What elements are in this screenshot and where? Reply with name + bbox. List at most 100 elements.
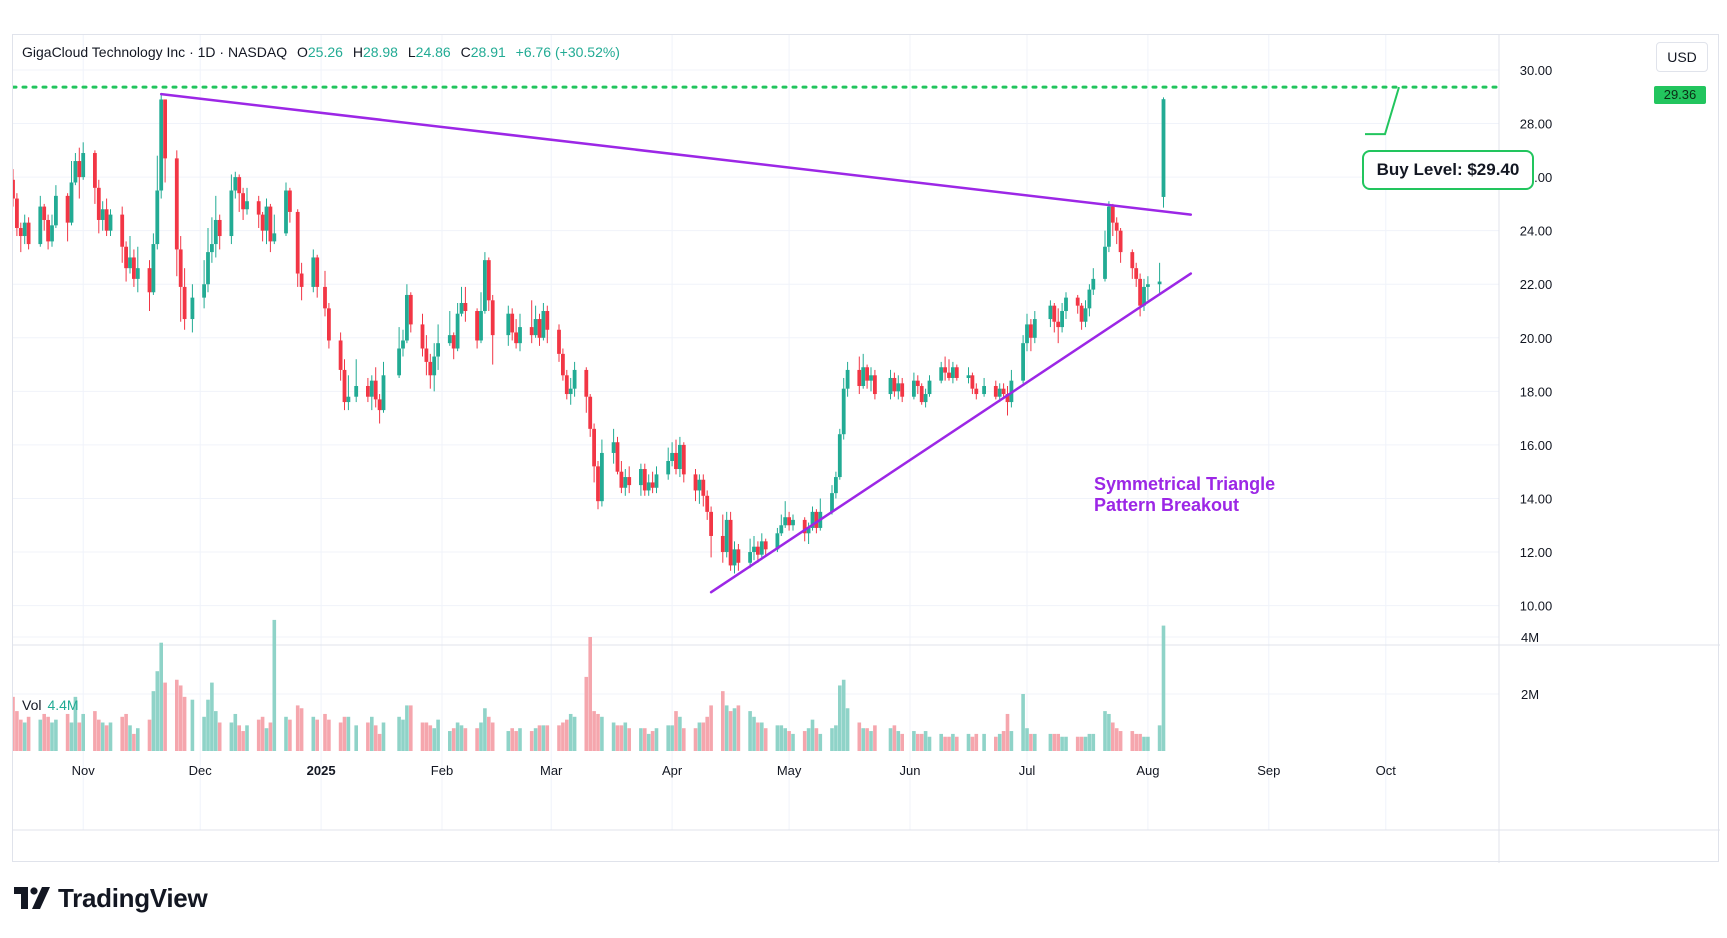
- candle-body[interactable]: [483, 260, 487, 312]
- candle-body[interactable]: [42, 206, 47, 220]
- candle-body[interactable]: [654, 474, 659, 488]
- candle-body[interactable]: [233, 177, 238, 191]
- candle-body[interactable]: [787, 517, 791, 526]
- candle-body[interactable]: [732, 549, 737, 566]
- candle-body[interactable]: [993, 386, 998, 397]
- candle-body[interactable]: [241, 193, 245, 210]
- candle-body[interactable]: [896, 383, 901, 392]
- candle-body[interactable]: [572, 369, 577, 389]
- candle-body[interactable]: [943, 367, 947, 373]
- candle-body[interactable]: [264, 206, 269, 231]
- candle-body[interactable]: [1134, 268, 1139, 279]
- resistance-trendline[interactable]: [159, 92, 1193, 216]
- candle-body[interactable]: [447, 335, 452, 344]
- candle-body[interactable]: [1110, 206, 1115, 223]
- candle-body[interactable]: [151, 244, 156, 293]
- candle-body[interactable]: [475, 311, 479, 341]
- candle-body[interactable]: [1142, 286, 1146, 306]
- candle-body[interactable]: [284, 190, 288, 234]
- candle-body[interactable]: [174, 158, 179, 250]
- candle-body[interactable]: [1138, 278, 1142, 306]
- candle-body[interactable]: [748, 552, 752, 563]
- candle-body[interactable]: [557, 329, 561, 354]
- candle-body[interactable]: [295, 211, 300, 274]
- candle-body[interactable]: [600, 452, 604, 502]
- candle-body[interactable]: [124, 246, 128, 269]
- candle-body[interactable]: [873, 375, 877, 395]
- candle-body[interactable]: [529, 327, 534, 336]
- candle-body[interactable]: [206, 252, 210, 285]
- candle-body[interactable]: [315, 257, 320, 287]
- candle-body[interactable]: [366, 386, 370, 397]
- candle-body[interactable]: [642, 469, 647, 491]
- candle-body[interactable]: [147, 268, 152, 293]
- candle-body[interactable]: [65, 195, 70, 223]
- candle-body[interactable]: [666, 460, 671, 475]
- candle-body[interactable]: [752, 546, 756, 553]
- candle-body[interactable]: [834, 477, 838, 494]
- candle-body[interactable]: [1087, 289, 1092, 309]
- candle-body[interactable]: [479, 311, 483, 341]
- candle-body[interactable]: [1064, 297, 1068, 312]
- candle-body[interactable]: [514, 332, 518, 344]
- candle-body[interactable]: [506, 313, 511, 336]
- candle-body[interactable]: [588, 396, 593, 429]
- candle-body[interactable]: [1079, 305, 1084, 322]
- candle-body[interactable]: [405, 294, 409, 341]
- candle-body[interactable]: [939, 367, 944, 381]
- buy-level-callout[interactable]: Buy Level: $29.40: [1362, 150, 1534, 190]
- candle-body[interactable]: [869, 375, 873, 381]
- candle-body[interactable]: [163, 99, 167, 159]
- symbol-title[interactable]: GigaCloud Technology Inc · 1D · NASDAQ: [22, 44, 288, 60]
- candle-body[interactable]: [627, 477, 632, 486]
- candle-body[interactable]: [22, 222, 27, 237]
- candle-body[interactable]: [1032, 319, 1037, 338]
- candle-body[interactable]: [104, 209, 109, 231]
- candle-body[interactable]: [982, 386, 986, 395]
- candle-body[interactable]: [1075, 297, 1080, 306]
- candle-body[interactable]: [100, 209, 105, 220]
- candle-body[interactable]: [674, 452, 678, 470]
- candle-body[interactable]: [736, 549, 741, 563]
- candle-body[interactable]: [81, 153, 86, 178]
- candle-body[interactable]: [132, 257, 136, 279]
- candle-body[interactable]: [923, 394, 928, 403]
- candle-body[interactable]: [596, 466, 600, 502]
- candle-body[interactable]: [237, 177, 242, 194]
- candle-body[interactable]: [1021, 343, 1025, 381]
- candle-body[interactable]: [54, 195, 58, 226]
- brand-logo[interactable]: TradingView: [14, 882, 208, 914]
- candle-body[interactable]: [518, 327, 522, 344]
- support-trendline[interactable]: [709, 272, 1193, 594]
- candle-body[interactable]: [424, 348, 429, 362]
- candle-body[interactable]: [779, 525, 784, 534]
- candle-body[interactable]: [1056, 321, 1061, 328]
- candle-body[interactable]: [639, 469, 643, 486]
- candle-body[interactable]: [268, 206, 273, 242]
- pattern-annotation[interactable]: Symmetrical Triangle Pattern Breakout: [1094, 474, 1275, 516]
- candle-body[interactable]: [892, 377, 897, 392]
- currency-button[interactable]: USD: [1656, 42, 1708, 72]
- candle-body[interactable]: [327, 308, 331, 341]
- candle-body[interactable]: [128, 257, 132, 269]
- volume-label[interactable]: Vol: [22, 697, 42, 713]
- candle-body[interactable]: [420, 324, 425, 349]
- candle-body[interactable]: [323, 286, 327, 309]
- time-axis[interactable]: Nov Dec 2025 Feb Mar Apr May Jun Jul Aug Sep Oct: [72, 763, 1397, 778]
- candle-body[interactable]: [900, 383, 905, 397]
- candle-body[interactable]: [759, 541, 764, 555]
- candle-body[interactable]: [915, 380, 920, 387]
- candle-body[interactable]: [1048, 305, 1053, 320]
- candle-body[interactable]: [463, 302, 468, 312]
- candle-body[interactable]: [1114, 222, 1119, 231]
- candle-body[interactable]: [912, 380, 916, 397]
- candle-body[interactable]: [459, 302, 464, 314]
- candle-body[interactable]: [432, 356, 437, 376]
- candle-body[interactable]: [120, 214, 125, 247]
- candle-body[interactable]: [966, 375, 971, 378]
- candle-body[interactable]: [584, 369, 589, 397]
- candle-body[interactable]: [311, 257, 316, 287]
- candle-body[interactable]: [841, 388, 846, 435]
- candle-body[interactable]: [865, 367, 869, 381]
- candle-body[interactable]: [377, 399, 382, 411]
